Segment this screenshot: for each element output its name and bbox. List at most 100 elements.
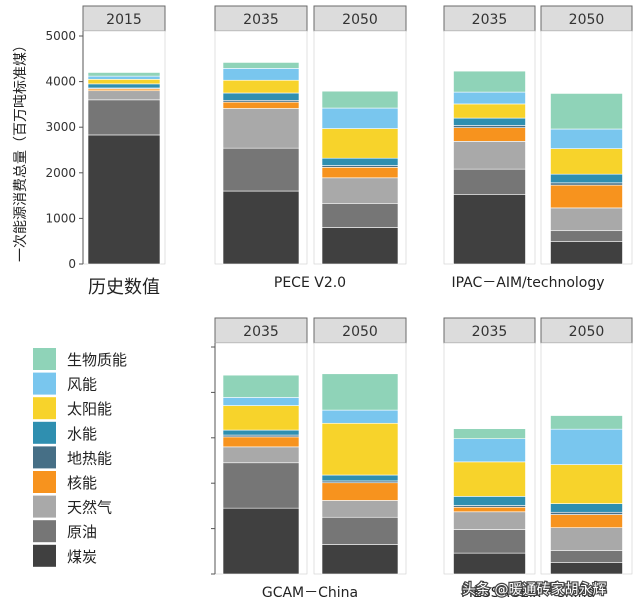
bar-segment-风能 — [550, 128, 623, 149]
bar-segment-煤炭 — [222, 507, 300, 575]
bar-segment-煤炭 — [87, 134, 161, 265]
legend-swatch — [33, 397, 56, 420]
bar-segment-太阳能 — [222, 405, 300, 431]
watermark-text: 头条 @暖通砖家胡永辉 — [462, 581, 606, 598]
bar-segment-太阳能 — [321, 128, 399, 159]
bar-segment-核能 — [321, 167, 399, 179]
legend-swatch — [33, 544, 56, 567]
bar-segment-水能 — [321, 474, 399, 482]
bar-segment-风能 — [453, 91, 526, 105]
bar-segment-原油 — [321, 516, 399, 545]
bar-segment-原油 — [453, 168, 526, 195]
bar-segment-水能 — [453, 496, 526, 506]
bar-segment-原油 — [550, 550, 623, 563]
y-tick-label: 5000 — [45, 29, 76, 43]
y-tick-label: 0 — [68, 257, 76, 271]
legend-swatch — [33, 495, 56, 518]
facet-year-label: 2035 — [243, 324, 279, 340]
facet-strips — [82, 5, 633, 344]
bar-segment-生物质能 — [321, 90, 399, 109]
bar-segment-原油 — [453, 529, 526, 554]
y-axis-title: 一次能源消费总量（百万吨标准煤） — [13, 38, 29, 262]
legend-label: 煤炭 — [67, 548, 97, 566]
watermark-overlay: 头条 @暖通砖家胡永辉 — [461, 580, 608, 599]
facet-year-label: 2050 — [342, 324, 378, 340]
bar-segment-太阳能 — [453, 461, 526, 497]
bar-segment-风能 — [453, 438, 526, 463]
bar-segment-风能 — [222, 68, 300, 81]
legend-swatch — [33, 471, 56, 493]
bar-segment-生物质能 — [321, 373, 399, 411]
bar-segment-风能 — [321, 409, 399, 424]
facet-year-label: 2050 — [569, 324, 605, 340]
bar-segment-天然气 — [453, 141, 526, 170]
bar-segment-太阳能 — [550, 148, 623, 175]
scenario-label: IPAC－AIM/technology — [451, 275, 604, 291]
bar-segment-天然气 — [321, 500, 399, 518]
legend-label: 生物质能 — [67, 351, 127, 369]
facet-year-label: 2050 — [342, 12, 378, 28]
legend-label: 核能 — [67, 474, 97, 492]
facet-strip — [443, 317, 536, 344]
bar-segment-风能 — [87, 75, 161, 80]
bar-segment-天然气 — [222, 108, 300, 149]
facet-strip — [82, 5, 166, 32]
legend-label: 地热能 — [67, 449, 112, 467]
bar-segment-天然气 — [321, 177, 399, 204]
legend-swatch — [33, 446, 56, 469]
bar-segment-煤炭 — [453, 194, 526, 265]
bar-segment-原油 — [87, 99, 161, 136]
bar-segment-水能 — [321, 157, 399, 166]
y-tick-label: 2000 — [45, 166, 76, 180]
bar-segment-水能 — [222, 92, 300, 101]
facet-year-label: 2035 — [472, 324, 508, 340]
legend-swatch — [33, 348, 56, 370]
chart-labels: 2015 2035 2050 2035 2050 2035 2050 2035 2050 0 100… — [13, 12, 605, 601]
bar-segment-原油 — [222, 462, 300, 509]
legend-swatch — [33, 421, 56, 444]
bar-segment-太阳能 — [321, 422, 399, 476]
legend-swatch — [33, 372, 56, 395]
bar-segment-太阳能 — [222, 79, 300, 94]
y-tick-label: 1000 — [45, 211, 76, 225]
legend-label: 天然气 — [67, 499, 112, 517]
bar-segment-风能 — [222, 397, 300, 406]
bar-segment-核能 — [321, 482, 399, 501]
legend-swatch — [33, 520, 56, 543]
bar-segment-水能 — [453, 117, 526, 126]
bar-segment-太阳能 — [453, 103, 526, 119]
facet-strip — [214, 317, 308, 344]
bar-segment-天然气 — [453, 511, 526, 530]
bar-segment-天然气 — [550, 207, 623, 232]
bar-segment-太阳能 — [550, 464, 623, 504]
facet-year-label: 2035 — [472, 12, 508, 28]
scenario-label: PECE V2.0 — [274, 275, 346, 291]
bar-segment-天然气 — [87, 90, 161, 101]
bar-segment-生物质能 — [550, 415, 623, 430]
bar-segment-地热能 — [550, 511, 623, 515]
y-tick-label: 4000 — [45, 75, 76, 89]
bar-segment-核能 — [453, 506, 526, 513]
bar-segment-风能 — [550, 428, 623, 465]
bar-segment-煤炭 — [453, 552, 526, 575]
bar-segment-水能 — [87, 83, 161, 89]
bar-segment-生物质能 — [453, 428, 526, 440]
facet-strip — [443, 5, 536, 32]
bar-segment-生物质能 — [453, 70, 526, 93]
bar-segment-生物质能 — [550, 93, 623, 130]
y-tick-label: 3000 — [45, 120, 76, 134]
bar-segment-地热能 — [453, 125, 526, 128]
bar-segment-原油 — [550, 230, 623, 242]
bar-segment-风能 — [321, 107, 399, 129]
facet-year-label: 2035 — [243, 12, 279, 28]
bar-segment-水能 — [550, 173, 623, 184]
bar-segment-核能 — [550, 184, 623, 209]
bar-segment-核能 — [550, 514, 623, 528]
legend-label: 太阳能 — [67, 400, 112, 418]
legend-label: 水能 — [67, 425, 97, 443]
legend-label: 风能 — [67, 376, 97, 394]
bar-segment-核能 — [222, 101, 300, 109]
scenario-label: 历史数值 — [88, 277, 160, 298]
bar-segment-核能 — [222, 436, 300, 448]
